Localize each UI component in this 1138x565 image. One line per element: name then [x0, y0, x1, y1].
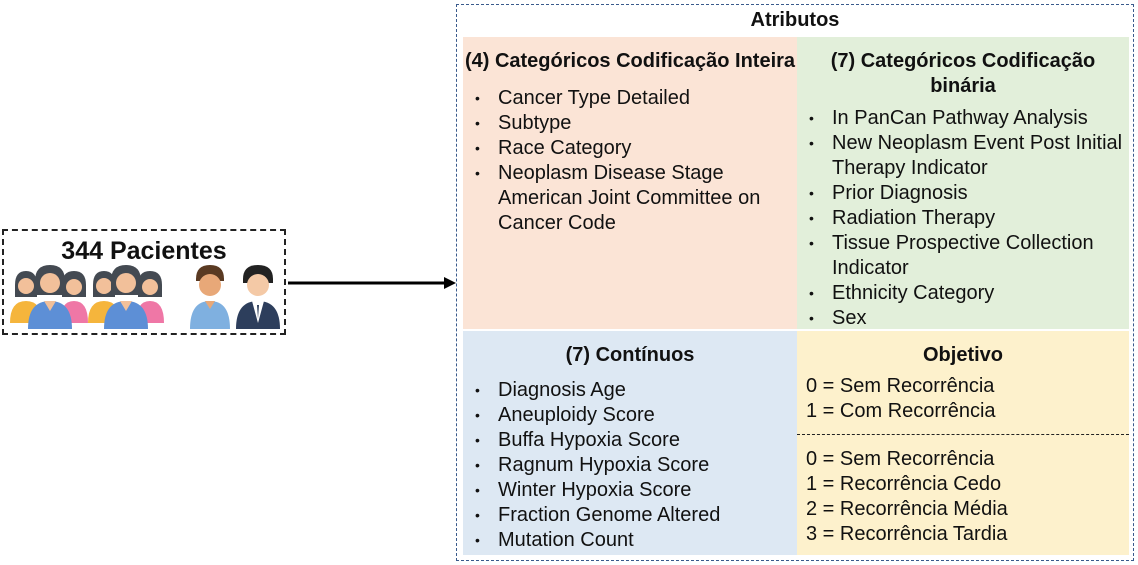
list-item: Buffa Hypoxia Score: [463, 428, 797, 453]
attribute-list: Cancer Type Detailed Subtype Race Catego…: [463, 86, 797, 236]
objective-panel: Objetivo 0 = Sem Recorrência 1 = Com Rec…: [797, 331, 1129, 555]
man-icon: [190, 265, 230, 329]
list-item: Prior Diagnosis: [797, 181, 1129, 206]
attributes-box: Atributos (4) Categóricos Codificação In…: [456, 4, 1134, 561]
integer-categorical-panel: (4) Categóricos Codificação Inteira Canc…: [463, 37, 797, 329]
list-item: Fraction Genome Altered: [463, 503, 797, 528]
list-item: Race Category: [463, 136, 797, 161]
dash-dot-divider: [797, 434, 1129, 435]
panel-title: (7) Contínuos: [565, 344, 695, 366]
target-class: 0 = Sem Recorrência: [806, 375, 995, 397]
list-item: Diagnosis Age: [463, 378, 797, 403]
list-item: Winter Hypoxia Score: [463, 478, 797, 503]
list-item: Tissue Prospective Collection Indicator: [797, 231, 1129, 281]
list-item: Mutation Count: [463, 528, 797, 553]
binary-target-group: 0 = Sem Recorrência 1 = Com Recorrência: [797, 374, 1129, 424]
woman-icon: [28, 265, 72, 329]
list-item: Subtype: [463, 111, 797, 136]
woman-icon: [104, 265, 148, 329]
patients-icon-group: [10, 265, 280, 329]
attribute-list: Diagnosis Age Aneuploidy Score Buffa Hyp…: [463, 378, 797, 553]
patients-box: 344 Pacientes: [2, 229, 286, 335]
attributes-title: Atributos: [750, 9, 840, 31]
businessman-icon: [236, 265, 280, 329]
panel-title: Objetivo: [922, 344, 1003, 366]
list-item: In PanCan Pathway Analysis: [797, 106, 1129, 131]
attribute-list: In PanCan Pathway Analysis New Neoplasm …: [797, 106, 1129, 331]
list-item: Sex: [797, 306, 1129, 331]
woman-icon: [136, 271, 164, 323]
list-item: Radiation Therapy: [797, 206, 1129, 231]
flow-arrow: [288, 277, 456, 289]
list-item: Cancer Type Detailed: [463, 86, 797, 111]
target-class: 1 = Recorrência Cedo: [806, 473, 1002, 495]
target-class: 3 = Recorrência Tardia: [806, 523, 1008, 545]
patients-label: 344 Pacientes: [61, 237, 227, 265]
target-class: 0 = Sem Recorrência: [806, 448, 995, 470]
target-class: 1 = Com Recorrência: [806, 400, 996, 422]
panel-title: (4) Categóricos Codificação Inteira: [464, 50, 796, 72]
list-item: Ethnicity Category: [797, 281, 1129, 306]
target-class: 2 = Recorrência Média: [806, 498, 1008, 520]
continuous-panel: (7) Contínuos Diagnosis Age Aneuploidy S…: [463, 331, 797, 555]
list-item: Neoplasm Disease Stage American Joint Co…: [463, 161, 797, 236]
panel-title: (7) Categóricos Codificação binária: [830, 50, 1096, 97]
list-item: New Neoplasm Event Post Initial Therapy …: [797, 131, 1129, 181]
multiclass-target-group: 0 = Sem Recorrência 1 = Recorrência Cedo…: [797, 447, 1129, 547]
list-item: Aneuploidy Score: [463, 403, 797, 428]
binary-categorical-panel: (7) Categóricos Codificação binária In P…: [797, 37, 1129, 331]
list-item: Ragnum Hypoxia Score: [463, 453, 797, 478]
